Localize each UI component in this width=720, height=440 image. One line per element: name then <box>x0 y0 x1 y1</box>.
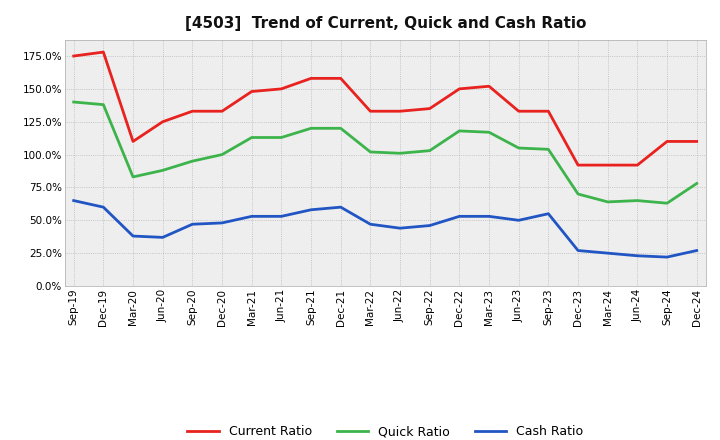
Cash Ratio <box>574 248 582 253</box>
Current Ratio <box>307 76 315 81</box>
Current Ratio <box>514 109 523 114</box>
Quick Ratio <box>129 174 138 180</box>
Quick Ratio <box>277 135 286 140</box>
Quick Ratio <box>485 130 493 135</box>
Quick Ratio <box>633 198 642 203</box>
Quick Ratio <box>426 148 434 153</box>
Quick Ratio <box>69 99 78 105</box>
Quick Ratio <box>366 149 374 154</box>
Current Ratio <box>217 109 226 114</box>
Quick Ratio <box>544 147 553 152</box>
Cash Ratio <box>396 226 405 231</box>
Current Ratio <box>662 139 671 144</box>
Line: Quick Ratio: Quick Ratio <box>73 102 697 203</box>
Current Ratio <box>69 53 78 59</box>
Quick Ratio <box>158 168 167 173</box>
Quick Ratio <box>693 181 701 186</box>
Current Ratio <box>633 162 642 168</box>
Quick Ratio <box>217 152 226 157</box>
Current Ratio <box>366 109 374 114</box>
Current Ratio <box>544 109 553 114</box>
Quick Ratio <box>574 191 582 197</box>
Current Ratio <box>188 109 197 114</box>
Cash Ratio <box>336 205 345 210</box>
Quick Ratio <box>307 126 315 131</box>
Current Ratio <box>396 109 405 114</box>
Cash Ratio <box>662 254 671 260</box>
Cash Ratio <box>158 235 167 240</box>
Quick Ratio <box>514 145 523 150</box>
Cash Ratio <box>514 218 523 223</box>
Quick Ratio <box>662 201 671 206</box>
Cash Ratio <box>426 223 434 228</box>
Cash Ratio <box>277 214 286 219</box>
Current Ratio <box>426 106 434 111</box>
Current Ratio <box>485 84 493 89</box>
Quick Ratio <box>603 199 612 205</box>
Current Ratio <box>336 76 345 81</box>
Current Ratio <box>455 86 464 92</box>
Current Ratio <box>277 86 286 92</box>
Quick Ratio <box>396 150 405 156</box>
Cash Ratio <box>188 222 197 227</box>
Quick Ratio <box>188 158 197 164</box>
Current Ratio <box>129 139 138 144</box>
Cash Ratio <box>693 248 701 253</box>
Quick Ratio <box>336 126 345 131</box>
Cash Ratio <box>217 220 226 226</box>
Legend: Current Ratio, Quick Ratio, Cash Ratio: Current Ratio, Quick Ratio, Cash Ratio <box>182 420 588 440</box>
Current Ratio <box>603 162 612 168</box>
Line: Cash Ratio: Cash Ratio <box>73 201 697 257</box>
Quick Ratio <box>455 128 464 134</box>
Cash Ratio <box>603 250 612 256</box>
Cash Ratio <box>485 214 493 219</box>
Current Ratio <box>158 119 167 125</box>
Cash Ratio <box>307 207 315 213</box>
Cash Ratio <box>366 222 374 227</box>
Cash Ratio <box>69 198 78 203</box>
Cash Ratio <box>633 253 642 258</box>
Title: [4503]  Trend of Current, Quick and Cash Ratio: [4503] Trend of Current, Quick and Cash … <box>184 16 586 32</box>
Quick Ratio <box>248 135 256 140</box>
Quick Ratio <box>99 102 108 107</box>
Current Ratio <box>248 89 256 94</box>
Current Ratio <box>574 162 582 168</box>
Current Ratio <box>99 49 108 55</box>
Line: Current Ratio: Current Ratio <box>73 52 697 165</box>
Cash Ratio <box>129 234 138 239</box>
Cash Ratio <box>248 214 256 219</box>
Cash Ratio <box>99 205 108 210</box>
Cash Ratio <box>455 214 464 219</box>
Current Ratio <box>693 139 701 144</box>
Cash Ratio <box>544 211 553 216</box>
